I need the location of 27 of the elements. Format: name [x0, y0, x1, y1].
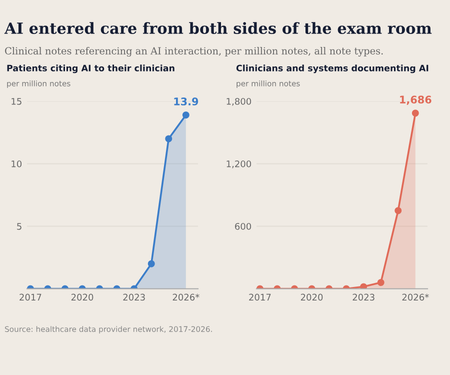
x-tick-label: 2020 — [300, 294, 323, 301]
y-tick-label: 15 — [12, 98, 22, 105]
point — [148, 260, 155, 268]
x-tick-label: 2017 — [249, 294, 271, 301]
y-tick-label: 600 — [235, 222, 252, 230]
x-tick-label: 2023 — [352, 294, 374, 301]
text: AI entered care from both sides of the exam room — [4, 22, 432, 34]
point — [360, 283, 368, 289]
x-tick-label: 2026* — [402, 294, 429, 301]
y-tick-label: 1,800 — [226, 98, 252, 106]
chart-title: Clinicians and systems documenting AI — [236, 64, 428, 74]
point — [165, 135, 172, 142]
x-tick-label: 2023 — [123, 294, 145, 301]
y-tick-label: 10 — [12, 160, 22, 168]
y-tick-label: 1,200 — [226, 160, 252, 168]
x-tick-label: 2020 — [71, 294, 94, 301]
chart-title: Patients citing AI to their clinician — [7, 64, 174, 74]
x-tick-label: 2026* — [172, 294, 200, 301]
y-tick-label: 5 — [17, 223, 22, 230]
point — [412, 110, 419, 117]
data-label: 1,686 — [400, 96, 432, 105]
point — [394, 207, 402, 214]
text: Clinical notes referencing an AI interaction, per million notes, all note types. — [5, 46, 383, 57]
point — [377, 279, 384, 286]
point — [182, 112, 190, 118]
data-label: 13.9 — [174, 98, 198, 106]
x-tick-label: 2017 — [20, 294, 42, 301]
